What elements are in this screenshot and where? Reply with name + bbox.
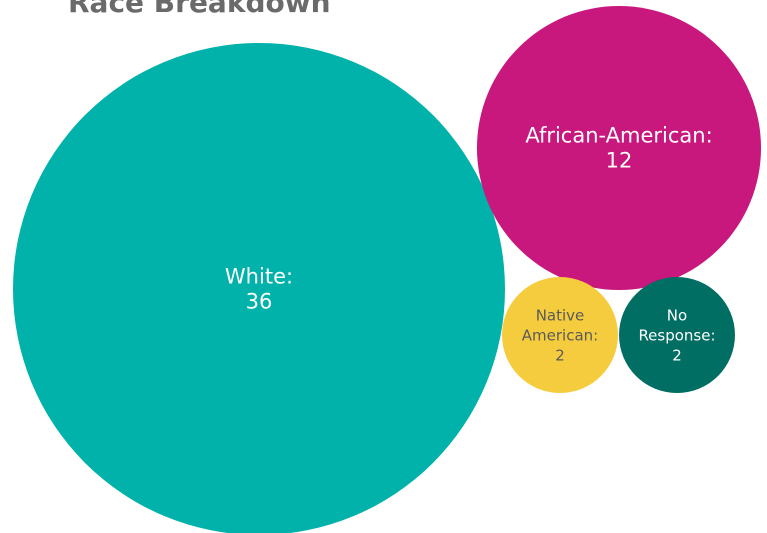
bubble-circle-white: [13, 43, 505, 533]
bubble-value-no-response: 2: [672, 347, 682, 365]
bubble-label-no-response: No Response:: [638, 307, 715, 345]
bubble-circle-african-american: [476, 5, 762, 291]
bubble-native-american: Native American: 2: [502, 277, 618, 393]
bubble-label-white: White:: [225, 265, 293, 289]
bubble-label-native-american: Native American:: [522, 307, 598, 345]
bubble-value-white: 36: [246, 290, 273, 314]
bubble-white: White:36: [13, 43, 505, 533]
chart-title: Race Breakdown: [68, 0, 331, 19]
bubble-no-response: No Response: 2: [619, 277, 735, 393]
bubble-value-native-american: 2: [555, 347, 565, 365]
bubble-label-african-american: African-American:: [525, 124, 712, 148]
bubble-value-african-american: 12: [606, 149, 633, 173]
bubble-african-american: African-American:12: [476, 5, 762, 291]
bubble-circle-no-response: [619, 277, 735, 393]
bubble-circle-native-american: [502, 277, 618, 393]
